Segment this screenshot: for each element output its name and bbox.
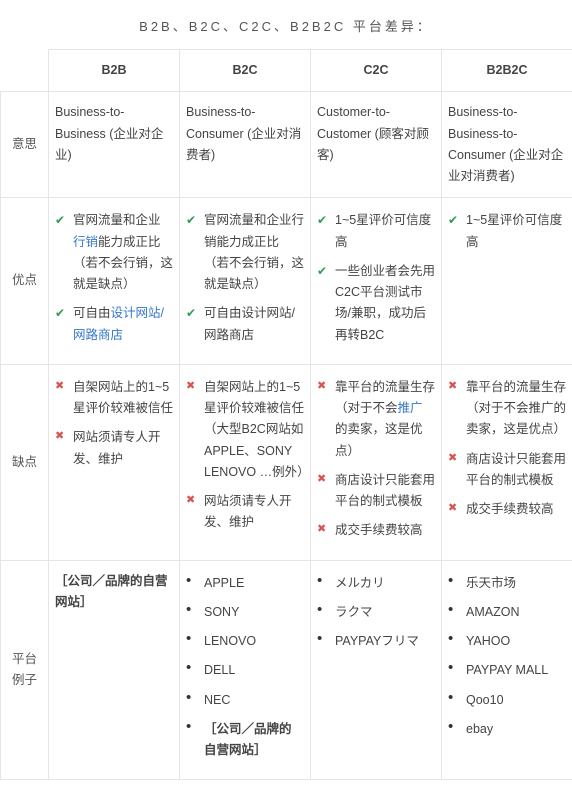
list-item: 商店设计只能套用平台的制式模板	[317, 470, 435, 513]
cell-examples-b2b2c: 乐天市场 AMAZON YAHOO PAYPAY MALL Qoo10 ebay	[442, 560, 572, 780]
list-item: 靠平台的流量生存（对于不会推广的卖家，这是优点）	[448, 377, 566, 441]
cell-pros-b2c: 官网流量和企业行销能力成正比 （若不会行销，这就是缺点） 可自由设计网站/网路商…	[180, 198, 311, 365]
cell-examples-b2b: 公司／品牌的自营网站	[49, 560, 180, 780]
row-cons: 缺点 自架网站上的1~5星评价较难被信任 网站须请专人开发、维护 自架网站上的1…	[1, 364, 572, 560]
inline-link[interactable]: 行销	[73, 235, 98, 249]
inline-link[interactable]: 推广	[398, 401, 423, 415]
row-header-meaning: 意思	[1, 92, 49, 198]
list-item: 1~5星评价可信度高	[317, 210, 435, 253]
cell-cons-b2c: 自架网站上的1~5星评价较难被信任（大型B2C网站如APPLE、SONY LEN…	[180, 364, 311, 560]
list-item: 公司／品牌的自营网站	[186, 719, 304, 762]
list-item: DELL	[186, 660, 304, 681]
cell-meaning-b2b2c: Business-to-Business-to-Consumer (企业对企业对…	[442, 92, 572, 198]
cell-cons-b2b: 自架网站上的1~5星评价较难被信任 网站须请专人开发、维护	[49, 364, 180, 560]
row-examples: 平台例子 公司／品牌的自营网站 APPLE SONY LENOVO DELL N…	[1, 560, 572, 780]
example-note: 公司／品牌的自营网站	[55, 574, 168, 609]
row-pros: 优点 官网流量和企业行销能力成正比 （若不会行销，这就是缺点） 可自由设计网站/…	[1, 198, 572, 365]
cell-meaning-b2c: Business-to-Consumer (企业对消费者)	[180, 92, 311, 198]
table-corner	[1, 50, 49, 92]
col-header-b2b: B2B	[49, 50, 180, 92]
row-header-examples: 平台例子	[1, 560, 49, 780]
row-header-cons: 缺点	[1, 364, 49, 560]
list-item: AMAZON	[448, 602, 566, 623]
list-item: APPLE	[186, 573, 304, 594]
list-item: 商店设计只能套用平台的制式模板	[448, 449, 566, 492]
cell-meaning-b2b: Business-to-Business (企业对企业)	[49, 92, 180, 198]
list-item: 可自由设计网站/网路商店	[186, 303, 304, 346]
list-item: 乐天市场	[448, 573, 566, 594]
list-item: NEC	[186, 690, 304, 711]
page-title: B2B、B2C、C2C、B2B2C 平台差异：	[0, 16, 572, 35]
list-item: PAYPAY MALL	[448, 660, 566, 681]
cell-pros-c2c: 1~5星评价可信度高 一些创业者会先用C2C平台测试市场/兼职，成功后再转B2C	[311, 198, 442, 365]
list-item: 一些创业者会先用C2C平台测试市场/兼职，成功后再转B2C	[317, 261, 435, 346]
row-header-pros: 优点	[1, 198, 49, 365]
comparison-table: B2B B2C C2C B2B2C 意思 Business-to-Busines…	[0, 49, 572, 780]
cell-pros-b2b2c: 1~5星评价可信度高	[442, 198, 572, 365]
row-meaning: 意思 Business-to-Business (企业对企业) Business…	[1, 92, 572, 198]
list-item: 官网流量和企业行销能力成正比 （若不会行销，这就是缺点）	[55, 210, 173, 295]
list-item: Qoo10	[448, 690, 566, 711]
text: 官网流量和企业	[73, 213, 161, 227]
cell-cons-c2c: 靠平台的流量生存（对于不会推广的卖家，这是优点） 商店设计只能套用平台的制式模板…	[311, 364, 442, 560]
list-item: PAYPAYフリマ	[317, 631, 435, 652]
list-item: 网站须请专人开发、维护	[55, 427, 173, 470]
cell-meaning-c2c: Customer-to-Customer (顾客对顾客)	[311, 92, 442, 198]
text: 可自由	[73, 306, 111, 320]
list-item: YAHOO	[448, 631, 566, 652]
cell-pros-b2b: 官网流量和企业行销能力成正比 （若不会行销，这就是缺点） 可自由设计网站/网路商…	[49, 198, 180, 365]
cell-cons-b2b2c: 靠平台的流量生存（对于不会推广的卖家，这是优点） 商店设计只能套用平台的制式模板…	[442, 364, 572, 560]
table-header-row: B2B B2C C2C B2B2C	[1, 50, 572, 92]
cell-examples-c2c: メルカリ ラクマ PAYPAYフリマ	[311, 560, 442, 780]
list-item: SONY	[186, 602, 304, 623]
text: 的卖家，这是优点）	[335, 422, 423, 457]
list-item: ebay	[448, 719, 566, 740]
list-item: 网站须请专人开发、维护	[186, 491, 304, 534]
list-item: 官网流量和企业行销能力成正比 （若不会行销，这就是缺点）	[186, 210, 304, 295]
list-item: ラクマ	[317, 602, 435, 623]
col-header-c2c: C2C	[311, 50, 442, 92]
list-item: LENOVO	[186, 631, 304, 652]
col-header-b2b2c: B2B2C	[442, 50, 572, 92]
list-item: 成交手续费较高	[317, 520, 435, 541]
col-header-b2c: B2C	[180, 50, 311, 92]
list-item: メルカリ	[317, 573, 435, 594]
list-item: 自架网站上的1~5星评价较难被信任（大型B2C网站如APPLE、SONY LEN…	[186, 377, 304, 483]
example-note: 公司／品牌的自营网站	[204, 722, 292, 757]
list-item: 成交手续费较高	[448, 499, 566, 520]
list-item: 可自由设计网站/网路商店	[55, 303, 173, 346]
list-item: 靠平台的流量生存（对于不会推广的卖家，这是优点）	[317, 377, 435, 462]
cell-examples-b2c: APPLE SONY LENOVO DELL NEC 公司／品牌的自营网站	[180, 560, 311, 780]
list-item: 自架网站上的1~5星评价较难被信任	[55, 377, 173, 420]
list-item: 1~5星评价可信度高	[448, 210, 566, 253]
